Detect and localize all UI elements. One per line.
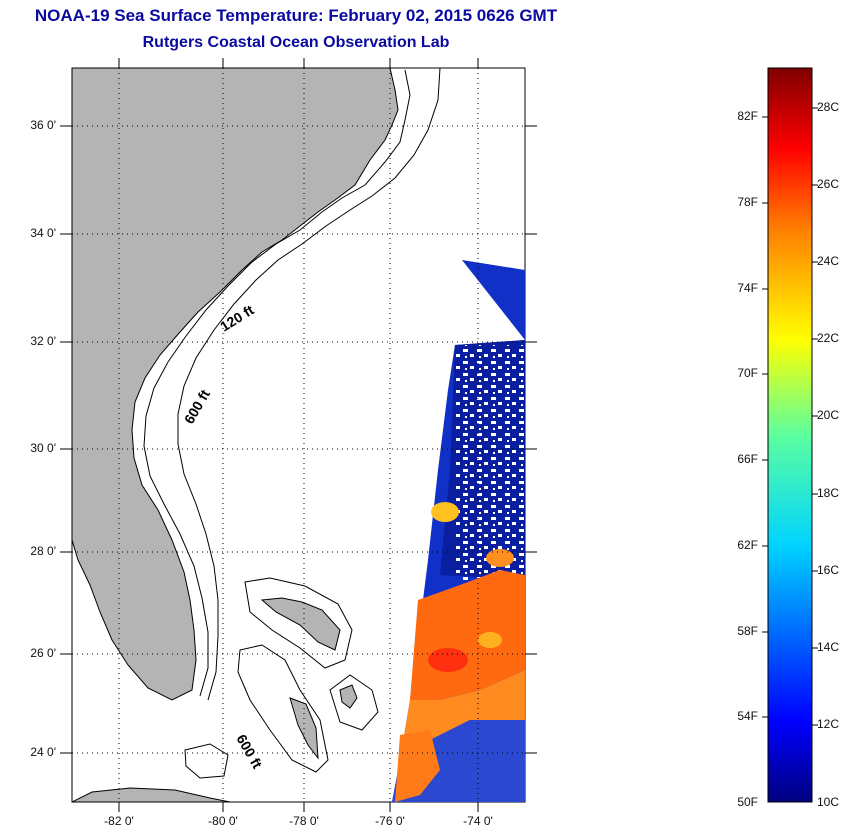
graticule xyxy=(72,68,525,802)
colorbar-label-c: 24C xyxy=(817,254,840,268)
lat-label: 36 0' xyxy=(30,118,56,132)
cuba-coast xyxy=(72,787,231,802)
lon-label: -82 0' xyxy=(104,814,134,828)
colorbar-label-c: 28C xyxy=(817,100,840,114)
lat-label: 32 0' xyxy=(30,334,56,348)
land-mass xyxy=(72,68,399,701)
colorbar-label-f: 54F xyxy=(737,709,758,723)
colorbar-label-c: 22C xyxy=(817,331,840,345)
colorbar-label-f: 50F xyxy=(737,795,758,809)
colorbar-label-f: 58F xyxy=(737,624,758,638)
contour-120ft xyxy=(143,69,411,697)
lon-label: -80 0' xyxy=(208,814,238,828)
colorbar-label-c: 14C xyxy=(817,640,840,654)
colorbar-label-c: 20C xyxy=(817,408,840,422)
colorbar-label-c: 16C xyxy=(817,563,840,577)
colorbar-label-c: 18C xyxy=(817,486,840,500)
colorbar-label-c: 26C xyxy=(817,177,840,191)
contour-600ft xyxy=(177,68,441,701)
map-subtitle: Rutgers Coastal Ocean Observation Lab xyxy=(142,34,450,51)
colorbar-label-f: 70F xyxy=(737,366,758,380)
axis-ticks xyxy=(60,58,537,812)
lat-label: 30 0' xyxy=(30,441,56,455)
colorbar-label-f: 66F xyxy=(737,452,758,466)
map-title: NOAA-19 Sea Surface Temperature: Februar… xyxy=(34,6,558,25)
lon-label: -78 0' xyxy=(289,814,319,828)
bahamas-islands xyxy=(260,597,358,760)
lat-label: 26 0' xyxy=(30,646,56,660)
colorbar-label-f: 82F xyxy=(737,109,758,123)
colorbar xyxy=(767,67,813,803)
lat-label: 24 0' xyxy=(30,745,56,759)
colorbar-label-f: 78F xyxy=(737,195,758,209)
colorbar-label-f: 74F xyxy=(737,281,758,295)
colorbar-label-f: 62F xyxy=(737,538,758,552)
lon-label: -74 0' xyxy=(463,814,493,828)
lon-label: -76 0' xyxy=(375,814,405,828)
colorbar-label-c: 12C xyxy=(817,717,840,731)
sst-swath xyxy=(392,260,525,802)
colorbar-label-c: 10C xyxy=(817,795,840,809)
lat-label: 34 0' xyxy=(30,226,56,240)
colorbar-ticks xyxy=(762,107,818,726)
bahamas-bank-contour xyxy=(184,577,379,779)
lat-label: 28 0' xyxy=(30,544,56,558)
